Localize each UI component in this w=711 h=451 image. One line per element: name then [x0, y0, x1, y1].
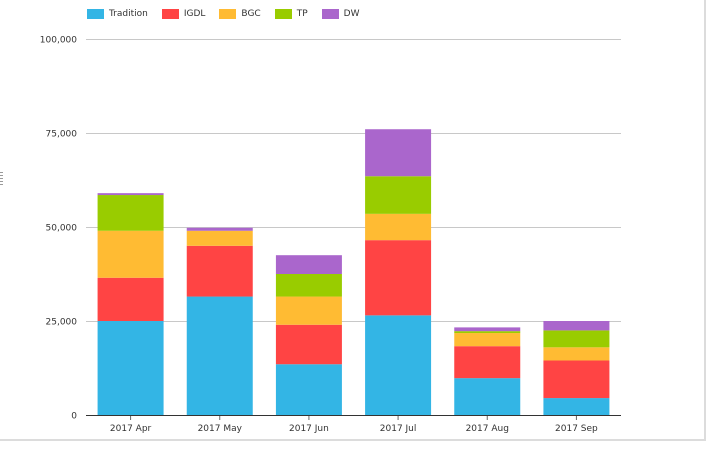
legend: Tradition IGDL BGC TP DW — [87, 6, 359, 22]
bar-tp-2017-apr[interactable] — [97, 195, 164, 231]
bar-dw-2017-sep[interactable] — [543, 321, 610, 331]
bar-tradition-2017-jul[interactable] — [365, 315, 432, 415]
bar-tradition-2017-apr[interactable] — [97, 321, 164, 415]
bar-tradition-2017-jun[interactable] — [275, 364, 342, 415]
legend-label-bgc: BGC — [241, 9, 261, 19]
legend-swatch-igdl — [161, 9, 179, 19]
x-tick-label-1: 2017 May — [198, 424, 243, 434]
legend-label-dw: DW — [343, 9, 360, 19]
bar-igdl-2017-jul[interactable] — [365, 240, 432, 316]
y-tick-label-1: 25,000 — [46, 318, 78, 328]
resize-grip[interactable] — [0, 172, 3, 186]
bar-bgc-2017-apr[interactable] — [97, 230, 164, 278]
y-axis: 0 25,000 50,000 75,000 100,000 — [40, 36, 77, 422]
legend-swatch-tradition — [87, 9, 104, 19]
bar-igdl-2017-sep[interactable] — [543, 360, 610, 399]
grid-lines — [86, 39, 621, 322]
chart-frame — [0, 0, 706, 441]
bar-bgc-2017-jul[interactable] — [365, 213, 432, 241]
legend-item-tradition[interactable]: Tradition — [87, 9, 148, 19]
bar-tradition-2017-sep[interactable] — [543, 398, 610, 415]
bar-dw-2017-aug[interactable] — [454, 327, 521, 332]
legend-label-igdl: IGDL — [183, 9, 206, 19]
bar-dw-2017-may[interactable] — [186, 227, 253, 231]
y-tick-label-3: 75,000 — [46, 130, 78, 140]
legend-swatch-dw — [321, 9, 339, 19]
bar-igdl-2017-aug[interactable] — [454, 346, 521, 379]
bar-bgc-2017-may[interactable] — [186, 230, 253, 246]
x-axis: 2017 Apr 2017 May 2017 Jun 2017 Jul 2017 Aug… — [86, 415, 621, 434]
y-tick-label-4: 100,000 — [40, 36, 77, 46]
x-tick-label-2: 2017 Jun — [289, 424, 329, 434]
bar-igdl-2017-jun[interactable] — [275, 324, 342, 365]
legend-label-tradition: Tradition — [109, 9, 148, 19]
x-tick-label-5: 2017 Sep — [555, 424, 598, 434]
x-tick-label-3: 2017 Jul — [380, 424, 417, 434]
bar-bgc-2017-sep[interactable] — [543, 347, 610, 361]
bar-tradition-2017-may[interactable] — [186, 296, 253, 415]
bar-tp-2017-aug[interactable] — [454, 331, 521, 334]
y-tick-label-0: 0 — [71, 412, 77, 422]
bar-tradition-2017-aug[interactable] — [454, 378, 521, 415]
bar-igdl-2017-apr[interactable] — [97, 277, 164, 321]
bar-igdl-2017-may[interactable] — [186, 245, 253, 297]
bar-dw-2017-jun[interactable] — [275, 255, 342, 274]
bar-dw-2017-jul[interactable] — [365, 129, 432, 177]
bars — [97, 129, 610, 415]
x-tick-label-0: 2017 Apr — [110, 424, 152, 434]
legend-item-dw[interactable]: DW — [321, 9, 360, 19]
legend-label-tp: TP — [296, 9, 308, 19]
legend-swatch-tp — [274, 9, 292, 19]
bar-dw-2017-apr[interactable] — [97, 193, 164, 196]
x-tick-label-4: 2017 Aug — [466, 424, 509, 434]
y-tick-label-2: 50,000 — [46, 224, 78, 234]
bar-bgc-2017-aug[interactable] — [454, 333, 521, 347]
legend-item-bgc[interactable]: BGC — [219, 9, 261, 19]
legend-swatch-bgc — [219, 9, 237, 19]
bar-tp-2017-sep[interactable] — [543, 330, 610, 348]
legend-item-tp[interactable]: TP — [274, 9, 308, 19]
bar-tp-2017-jul[interactable] — [365, 176, 432, 214]
legend-item-igdl[interactable]: IGDL — [161, 9, 206, 19]
bar-tp-2017-jun[interactable] — [275, 274, 342, 297]
bar-bgc-2017-jun[interactable] — [275, 296, 342, 325]
